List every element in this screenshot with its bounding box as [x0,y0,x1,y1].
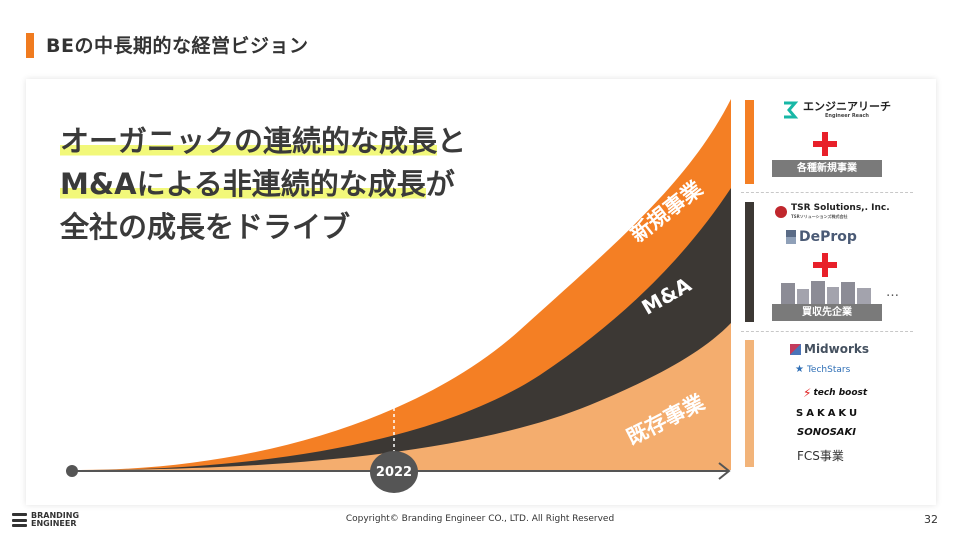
ma-band [80,188,731,470]
separator-1 [741,192,913,193]
plus-icon [813,132,837,156]
year-badge: 2022 [370,451,418,493]
techboost-name: tech boost [813,388,868,398]
headline-line1-rest: と [437,124,467,158]
plus-icon [813,253,837,277]
tsr-logo: TSR Solutions,. Inc. TSRソリューションズ株式会社 [775,204,890,219]
headline: オーガニックの連続的な成長と M&Aによる非連続的な成長が 全社の成長をドライブ [60,120,466,249]
techstars-star-icon: ★ [795,364,804,375]
engineer-reach-logo: エンジニアリーチ Engineer Reach [783,101,891,119]
midworks-name: Midworks [804,342,870,356]
midworks-icon [790,343,801,355]
brand-line1: BRANDING [31,511,80,520]
techstars-logo: ★ TechStars [795,364,850,375]
ma-bar [745,202,754,322]
copyright: Copyright© Branding Engineer CO., LTD. A… [345,514,615,524]
techboost-icon: ⚡ [803,386,812,400]
brand-line2: ENGINEER [31,519,77,528]
techstars-name: TechStars [806,364,851,375]
tsr-icon [775,205,787,218]
headline-line2-highlight: M&Aによる非連続的な成長 [60,167,426,201]
new-business-tag: 各種新規事業 [772,160,882,177]
separator-2 [741,331,913,332]
headline-line3: 全社の成長をドライブ [60,210,351,244]
engineer-reach-icon [784,101,799,119]
axis-arrowhead [718,462,731,480]
fcs-business-label: FCS事業 [797,449,844,463]
headline-line1-highlight: オーガニックの連続的な成長 [60,124,438,158]
brand-mark-icon [12,513,27,527]
deprop-icon [786,230,796,244]
tsr-name: TSR Solutions,. Inc. [791,203,890,213]
sonosaki-logo: SONOSAKI [797,427,856,438]
deprop-logo: DeProp [786,229,857,245]
acquired-companies-tag: 買収先企業 [772,304,882,321]
footer-brand-logo: BRANDING ENGINEER [12,512,79,528]
more-ellipsis: … [886,285,899,300]
axis-origin-dot [66,465,78,477]
buildings-icon [781,281,871,305]
title-accent-bar [26,33,34,58]
existing-business-band [80,323,731,470]
techboost-logo: ⚡ tech boost [803,386,867,400]
midworks-logo: Midworks [790,342,869,356]
page-title: BEの中長期的な経営ビジョン [46,35,309,57]
existing-business-bar [745,340,754,467]
engineer-reach-name: エンジニアリーチ [803,100,891,113]
deprop-name: DeProp [799,229,857,245]
headline-line2-rest: が [425,167,455,201]
sakaku-logo: SAKAKU [796,408,861,419]
tsr-sub: TSRソリューションズ株式会社 [791,214,848,219]
page-number: 32 [924,513,938,526]
new-business-bar [745,100,754,184]
engineer-reach-sub: Engineer Reach [825,113,869,119]
